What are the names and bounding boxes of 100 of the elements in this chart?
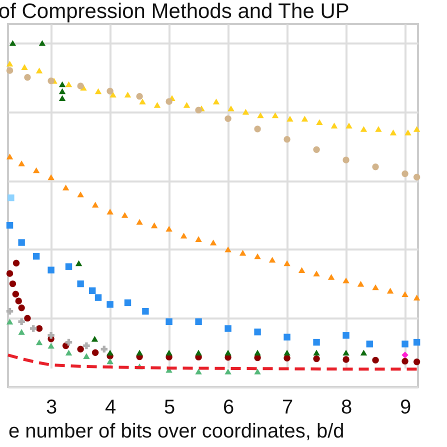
point	[77, 191, 84, 198]
point	[402, 170, 408, 178]
point	[106, 301, 114, 308]
point	[372, 284, 379, 290]
point	[18, 318, 25, 325]
x-tick-label: 7	[282, 396, 294, 418]
point	[254, 350, 261, 356]
point	[121, 212, 128, 218]
point	[372, 356, 379, 364]
point	[166, 318, 172, 325]
point	[6, 67, 14, 74]
point	[106, 358, 114, 364]
point	[136, 218, 143, 225]
point	[166, 98, 172, 105]
point	[48, 332, 54, 339]
point	[390, 130, 397, 136]
point	[75, 260, 82, 266]
point	[357, 280, 364, 287]
point	[402, 358, 408, 365]
x-axis-title: e number of bits over coordinates, b/d	[8, 420, 344, 442]
point	[342, 156, 350, 164]
point	[92, 202, 99, 208]
point	[21, 64, 28, 70]
point	[180, 232, 188, 239]
point	[402, 291, 408, 298]
point	[32, 167, 40, 174]
x-tick-label: 3	[46, 396, 58, 418]
point	[286, 116, 294, 122]
point	[224, 246, 232, 252]
point	[77, 280, 84, 288]
point	[402, 340, 408, 348]
point	[372, 163, 379, 170]
point	[139, 98, 146, 104]
point	[284, 260, 290, 266]
point	[254, 126, 261, 132]
point	[124, 92, 132, 98]
x-tick-label: 6	[222, 396, 234, 418]
point	[6, 60, 14, 67]
point	[12, 290, 20, 298]
point	[313, 338, 320, 346]
point	[136, 92, 143, 100]
point	[386, 288, 394, 294]
point	[154, 102, 161, 108]
x-tick-label: 9	[400, 396, 412, 418]
point	[301, 116, 308, 122]
point	[242, 108, 250, 115]
point	[254, 368, 261, 374]
point	[18, 239, 25, 246]
point	[210, 240, 217, 246]
point	[313, 350, 320, 356]
point	[195, 368, 202, 374]
point	[83, 353, 90, 359]
point	[360, 350, 368, 356]
point	[195, 106, 202, 114]
point	[36, 339, 43, 346]
point	[228, 105, 234, 112]
point	[18, 160, 25, 166]
point	[6, 222, 14, 229]
point	[106, 208, 114, 214]
point	[36, 68, 43, 74]
point	[32, 252, 40, 260]
point	[413, 126, 420, 132]
point	[375, 126, 382, 132]
point	[224, 325, 232, 332]
point	[65, 81, 72, 88]
point	[413, 294, 420, 300]
point	[239, 250, 246, 256]
point	[224, 115, 232, 122]
point	[6, 318, 14, 325]
point	[257, 112, 264, 118]
point	[58, 81, 66, 88]
point	[254, 328, 261, 336]
point	[94, 294, 102, 301]
point	[366, 340, 373, 348]
point	[346, 122, 352, 128]
point	[268, 256, 276, 263]
x-tick-label: 4	[104, 396, 116, 418]
point	[9, 280, 16, 288]
point	[328, 274, 335, 280]
point	[110, 92, 116, 98]
point	[124, 299, 132, 306]
point	[100, 346, 108, 353]
point	[136, 350, 143, 356]
point	[30, 325, 37, 332]
point	[91, 336, 98, 342]
point	[48, 174, 54, 180]
point	[142, 308, 149, 315]
point	[212, 98, 220, 104]
point	[48, 266, 54, 274]
point	[183, 102, 190, 108]
point	[298, 267, 306, 273]
point	[254, 253, 261, 260]
point	[9, 40, 16, 46]
point	[404, 130, 412, 136]
point	[272, 112, 279, 118]
point	[65, 338, 72, 346]
x-tick-label: 8	[340, 396, 352, 418]
point	[284, 334, 290, 340]
point	[402, 352, 408, 358]
point	[313, 355, 320, 362]
